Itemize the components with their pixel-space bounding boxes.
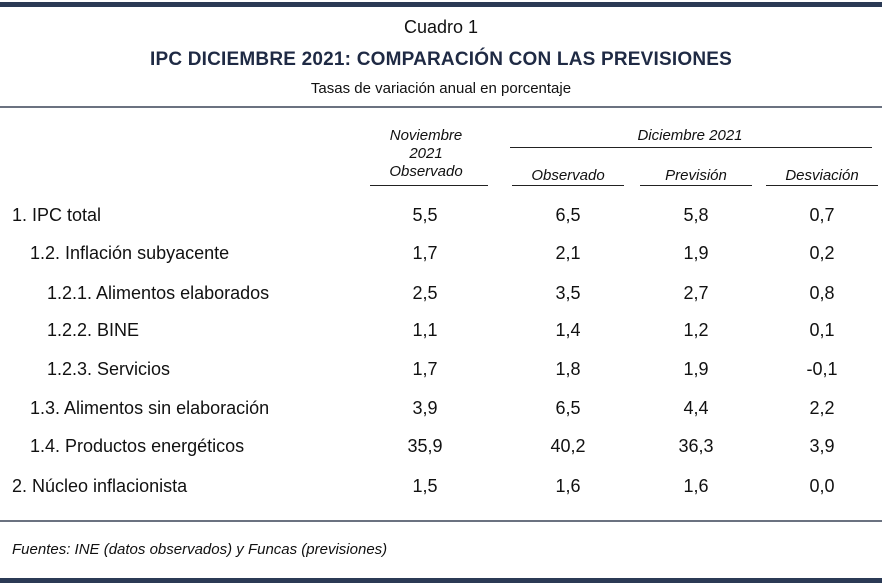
header-prevision: Previsión (665, 167, 727, 184)
header-nov-line3: Observado (389, 163, 463, 180)
table-row-productos-energeticos: 1.4. Productos energéticos 35,9 40,2 36,… (0, 435, 882, 474)
cell-nov: 5,5 (412, 205, 438, 225)
table-row-alimentos-elaborados: 1.2.1. Alimentos elaborados 2,5 3,5 2,7 … (0, 282, 882, 321)
cell-obs: 6,5 (555, 398, 581, 418)
cell-prev: 1,9 (683, 359, 709, 379)
footer-rule (0, 520, 882, 522)
cell-prev: 1,6 (683, 476, 709, 496)
row-label: 1. IPC total (12, 205, 102, 225)
cell-desv: -0,1 (806, 359, 838, 379)
header-rule (0, 106, 882, 108)
row-label: 2. Núcleo inflacionista (12, 476, 188, 496)
header-observado: Observado (531, 167, 605, 184)
cell-nov: 3,9 (412, 398, 438, 418)
table-number: Cuadro 1 (403, 17, 479, 37)
table-row-inflacion-subyacente: 1.2. Inflación subyacente 1,7 2,1 1,9 0,… (0, 242, 882, 281)
table-row-nucleo-inflacionista: 2. Núcleo inflacionista 1,5 1,6 1,6 0,0 (0, 475, 882, 514)
cell-prev: 2,7 (683, 283, 709, 303)
table-row-servicios: 1.2.3. Servicios 1,7 1,8 1,9 -0,1 (0, 358, 882, 397)
table-subtitle: Tasas de variación anual en porcentaje (310, 80, 572, 97)
cell-obs: 2,1 (555, 243, 581, 263)
cell-nov: 1,7 (412, 243, 438, 263)
table-title: IPC DICIEMBRE 2021: COMPARACIÓN CON LAS … (149, 49, 733, 70)
cell-desv: 0,7 (809, 205, 835, 225)
cell-obs: 1,6 (555, 476, 581, 496)
cell-obs: 3,5 (555, 283, 581, 303)
cell-nov: 1,5 (412, 476, 438, 496)
cell-desv: 3,9 (809, 436, 835, 456)
header-desviacion: Desviación (785, 167, 859, 184)
row-label: 1.3. Alimentos sin elaboración (30, 398, 270, 418)
nov-underline (370, 185, 488, 186)
cell-prev: 1,2 (683, 320, 709, 340)
top-rule (0, 2, 882, 7)
header-nov-line1: Noviembre (389, 127, 463, 144)
row-label: 1.4. Productos energéticos (30, 436, 245, 456)
cell-nov: 1,1 (412, 320, 438, 340)
table-row-bine: 1.2.2. BINE 1,1 1,4 1,2 0,1 (0, 319, 882, 358)
header-nov-line2: 2021 (409, 145, 443, 162)
cell-prev: 1,9 (683, 243, 709, 263)
row-label: 1.2. Inflación subyacente (30, 243, 230, 263)
cell-obs: 6,5 (555, 205, 581, 225)
table-row-alimentos-sin-elaboracion: 1.3. Alimentos sin elaboración 3,9 6,5 4… (0, 397, 882, 436)
bottom-rule (0, 578, 882, 583)
header-noviembre: Noviembre 2021 Observado (366, 127, 486, 181)
cell-prev: 5,8 (683, 205, 709, 225)
cell-prev: 4,4 (683, 398, 709, 418)
row-label: 1.2.3. Servicios (47, 359, 171, 379)
cell-desv: 0,1 (809, 320, 835, 340)
desv-underline (766, 185, 878, 186)
header-diciembre-group: Diciembre 2021 (637, 127, 743, 144)
cell-obs: 1,8 (555, 359, 581, 379)
prev-underline (640, 185, 752, 186)
cell-obs: 40,2 (550, 436, 586, 456)
cell-obs: 1,4 (555, 320, 581, 340)
cell-desv: 2,2 (809, 398, 835, 418)
table-row-ipc-total: 1. IPC total 5,5 6,5 5,8 0,7 (0, 204, 882, 243)
cell-desv: 0,0 (809, 476, 835, 496)
source-note: Fuentes: INE (datos observados) y Funcas… (12, 541, 388, 558)
cell-desv: 0,2 (809, 243, 835, 263)
row-label: 1.2.2. BINE (47, 320, 140, 340)
cell-nov: 35,9 (407, 436, 443, 456)
dic-underline (510, 147, 872, 148)
cell-prev: 36,3 (678, 436, 714, 456)
cell-nov: 2,5 (412, 283, 438, 303)
row-label: 1.2.1. Alimentos elaborados (47, 283, 270, 303)
obs-underline (512, 185, 624, 186)
cell-desv: 0,8 (809, 283, 835, 303)
cell-nov: 1,7 (412, 359, 438, 379)
